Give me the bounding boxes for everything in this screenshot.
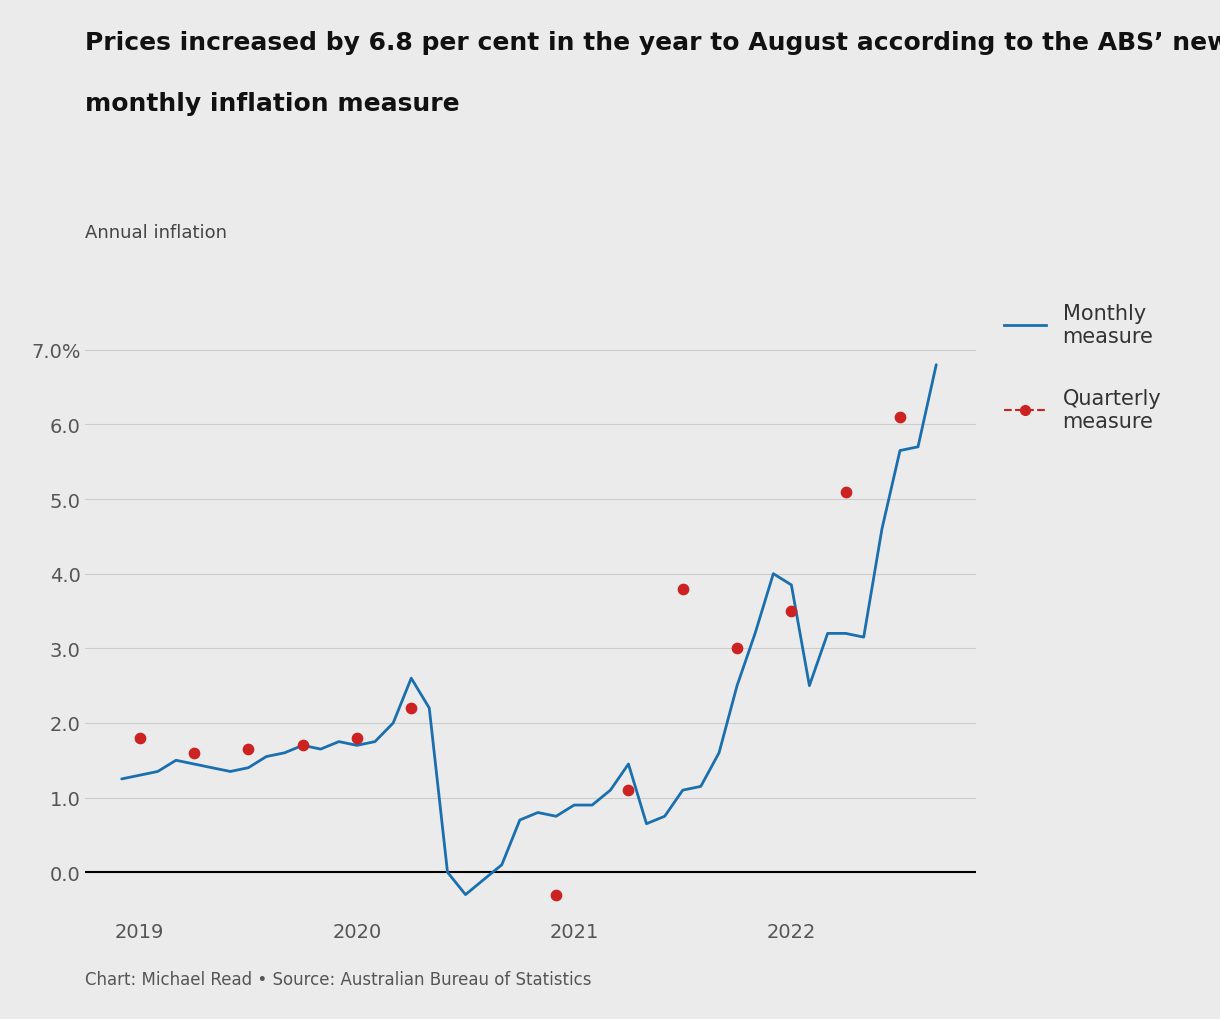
- Point: [891, 410, 910, 426]
- Point: [348, 730, 367, 746]
- Point: [619, 783, 638, 799]
- Point: [836, 484, 855, 500]
- Point: [547, 887, 566, 903]
- Text: monthly inflation measure: monthly inflation measure: [85, 92, 460, 116]
- Text: Chart: Michael Read • Source: Australian Bureau of Statistics: Chart: Michael Read • Source: Australian…: [85, 970, 592, 988]
- Point: [673, 581, 693, 597]
- Text: Prices increased by 6.8 per cent in the year to August according to the ABS’ new: Prices increased by 6.8 per cent in the …: [85, 31, 1220, 55]
- Text: Annual inflation: Annual inflation: [85, 224, 227, 243]
- Point: [727, 641, 747, 657]
- Point: [184, 745, 204, 761]
- Legend: Monthly
measure, Quarterly
measure: Monthly measure, Quarterly measure: [1004, 304, 1161, 432]
- Point: [782, 603, 802, 620]
- Point: [401, 700, 421, 716]
- Point: [131, 730, 150, 746]
- Point: [293, 738, 312, 754]
- Point: [239, 741, 259, 757]
